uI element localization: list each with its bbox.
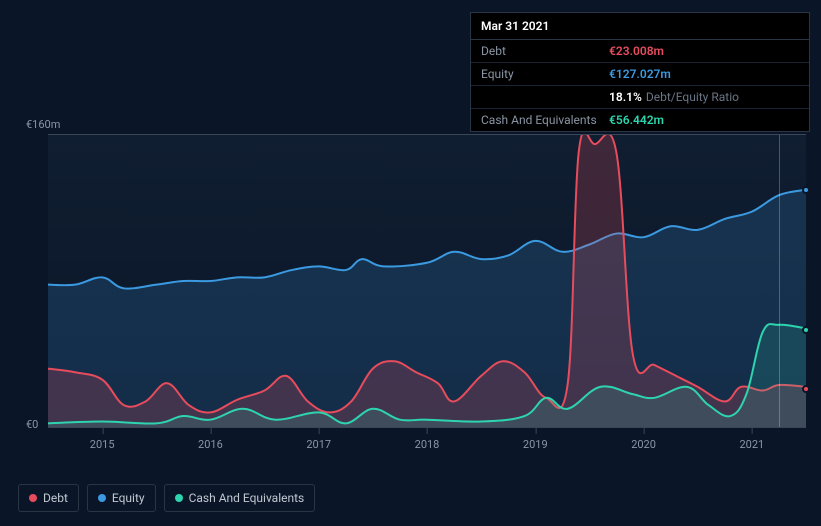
tooltip-label: Cash And Equivalents bbox=[481, 113, 609, 127]
x-tick: 2020 bbox=[631, 438, 656, 451]
tooltip-label: Debt bbox=[481, 44, 609, 58]
x-tick: 2016 bbox=[198, 438, 223, 451]
legend-item-equity[interactable]: Equity bbox=[87, 484, 156, 512]
legend-label: Debt bbox=[43, 491, 68, 505]
tooltip-row: Equity€127.027m bbox=[471, 63, 809, 86]
tooltip-label: Equity bbox=[481, 67, 609, 81]
x-tick: 2017 bbox=[306, 438, 331, 451]
chart-tooltip: Mar 31 2021 Debt€23.008mEquity€127.027m1… bbox=[470, 12, 810, 132]
x-tick: 2019 bbox=[523, 438, 548, 451]
x-axis: 2015 2016 2017 2018 2019 2020 2021 bbox=[48, 438, 806, 458]
plot-area[interactable] bbox=[48, 134, 806, 428]
tooltip-suffix: Debt/Equity Ratio bbox=[646, 90, 739, 104]
equity-legend-dot-icon bbox=[98, 494, 106, 502]
x-tick: 2018 bbox=[415, 438, 440, 451]
tooltip-value: €127.027m bbox=[609, 67, 671, 81]
chart-legend: Debt Equity Cash And Equivalents bbox=[18, 484, 315, 512]
tooltip-row: Cash And Equivalents€56.442m bbox=[471, 109, 809, 131]
tooltip-row: 18.1%Debt/Equity Ratio bbox=[471, 86, 809, 109]
tooltip-label bbox=[481, 90, 609, 104]
tooltip-value: €23.008m bbox=[609, 44, 664, 58]
legend-label: Equity bbox=[112, 491, 145, 505]
hover-marker-line bbox=[779, 135, 780, 427]
legend-label: Cash And Equivalents bbox=[189, 491, 305, 505]
cash-legend-dot-icon bbox=[175, 494, 183, 502]
x-tick: 2021 bbox=[739, 438, 764, 451]
cash-end-dot bbox=[802, 326, 810, 334]
x-tick: 2015 bbox=[90, 438, 115, 451]
legend-item-debt[interactable]: Debt bbox=[18, 484, 79, 512]
tooltip-value: €56.442m bbox=[609, 113, 664, 127]
financial-chart: €160m €0 2015 2016 2017 2018 2019 2020 2021 bbox=[18, 118, 808, 458]
debt-legend-dot-icon bbox=[29, 494, 37, 502]
legend-item-cash[interactable]: Cash And Equivalents bbox=[164, 484, 316, 512]
tooltip-value: 18.1%Debt/Equity Ratio bbox=[609, 90, 739, 104]
equity-end-dot bbox=[802, 186, 810, 194]
y-axis-min-label: €0 bbox=[26, 418, 38, 431]
debt-end-dot bbox=[802, 385, 810, 393]
tooltip-date: Mar 31 2021 bbox=[471, 13, 809, 40]
y-axis-max-label: €160m bbox=[26, 118, 60, 131]
tooltip-row: Debt€23.008m bbox=[471, 40, 809, 63]
